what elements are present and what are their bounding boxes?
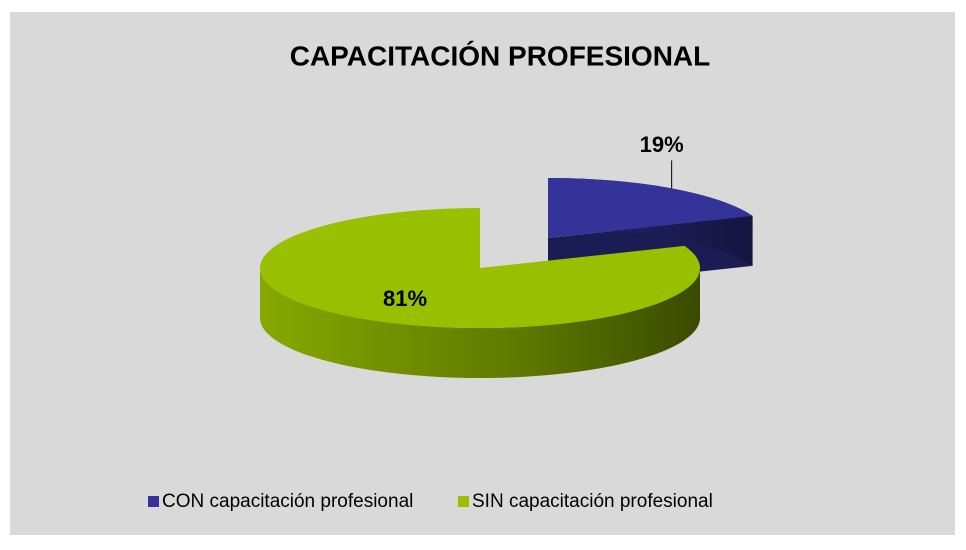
legend-label: SIN capacitación profesional xyxy=(472,491,713,512)
legend-label: CON capacitación profesional xyxy=(162,491,413,512)
data-label: 81% xyxy=(383,286,427,311)
slice-side xyxy=(260,268,700,378)
data-label: 19% xyxy=(640,132,684,157)
legend-swatch xyxy=(458,496,469,507)
slice xyxy=(260,208,700,329)
slice xyxy=(548,178,753,238)
legend-swatch xyxy=(148,496,159,507)
chart-title: CAPACITACIÓN PROFESIONAL xyxy=(290,40,711,71)
